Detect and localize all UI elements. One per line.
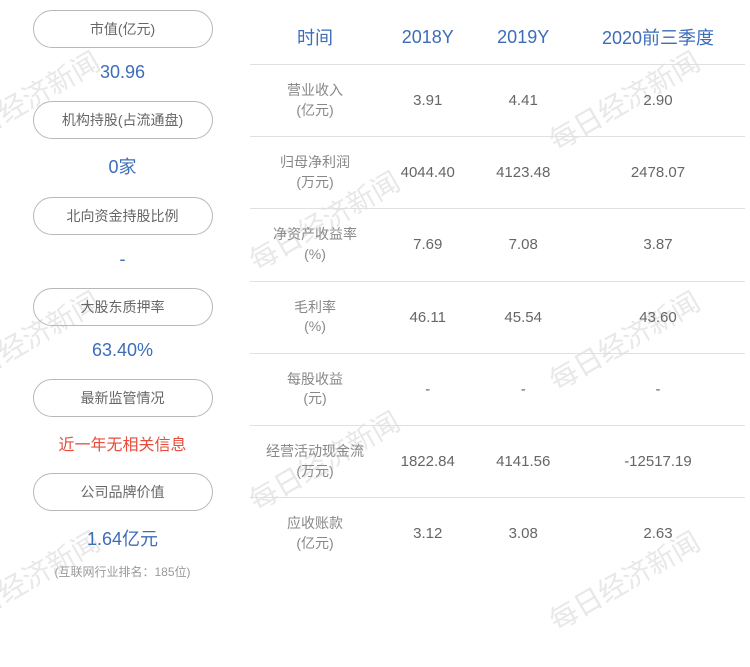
- table-cell: 4.41: [475, 65, 570, 137]
- table-cell: 45.54: [475, 281, 570, 353]
- table-cell: 3.91: [380, 65, 475, 137]
- left-panel: 市值(亿元) 30.96 机构持股(占流通盘) 0家 北向资金持股比例 - 大股…: [0, 0, 245, 667]
- table-header-2020: 2020前三季度: [571, 10, 745, 65]
- table-cell: 2.90: [571, 65, 745, 137]
- table-header-row: 时间 2018Y 2019Y 2020前三季度: [250, 10, 745, 65]
- metric-subtext-brand: (互联网行业排名：185位): [54, 563, 190, 580]
- table-cell: 7.08: [475, 209, 570, 281]
- table-row: 毛利率(%) 46.11 45.54 43.60: [250, 281, 745, 353]
- table-cell: 2478.07: [571, 137, 745, 209]
- table-cell: -12517.19: [571, 425, 745, 497]
- table-cell: -: [380, 353, 475, 425]
- metric-label-pledge: 大股东质押率: [33, 288, 213, 326]
- row-label: 营业收入(亿元): [250, 65, 380, 137]
- metric-label-institution: 机构持股(占流通盘): [33, 101, 213, 139]
- table-cell: 46.11: [380, 281, 475, 353]
- metric-label-northbound: 北向资金持股比例: [33, 197, 213, 235]
- table-cell: -: [571, 353, 745, 425]
- table-cell: 43.60: [571, 281, 745, 353]
- table-cell: 3.87: [571, 209, 745, 281]
- table-cell: 4044.40: [380, 137, 475, 209]
- table-body: 营业收入(亿元) 3.91 4.41 2.90 归母净利润(万元) 4044.4…: [250, 65, 745, 570]
- table-row: 应收账款(亿元) 3.12 3.08 2.63: [250, 498, 745, 570]
- row-label: 每股收益(元): [250, 353, 380, 425]
- metric-value-brand: 1.64亿元: [87, 525, 158, 551]
- metric-value-regulation: 近一年无相关信息: [58, 431, 186, 455]
- metric-label-brand: 公司品牌价值: [33, 473, 213, 511]
- table-cell: 7.69: [380, 209, 475, 281]
- table-cell: 1822.84: [380, 425, 475, 497]
- row-label: 经营活动现金流(万元): [250, 425, 380, 497]
- table-row: 净资产收益率(%) 7.69 7.08 3.87: [250, 209, 745, 281]
- right-panel: 时间 2018Y 2019Y 2020前三季度 营业收入(亿元) 3.91 4.…: [245, 0, 750, 667]
- financial-table: 时间 2018Y 2019Y 2020前三季度 营业收入(亿元) 3.91 4.…: [250, 10, 745, 569]
- metric-label-regulation: 最新监管情况: [33, 379, 213, 417]
- metric-value-pledge: 63.40%: [92, 340, 153, 361]
- table-cell: 2.63: [571, 498, 745, 570]
- metric-value-northbound: -: [120, 249, 126, 270]
- row-label: 应收账款(亿元): [250, 498, 380, 570]
- row-label: 净资产收益率(%): [250, 209, 380, 281]
- table-cell: -: [475, 353, 570, 425]
- row-label: 归母净利润(万元): [250, 137, 380, 209]
- table-header-time: 时间: [250, 10, 380, 65]
- table-cell: 3.12: [380, 498, 475, 570]
- metric-label-market-cap: 市值(亿元): [33, 10, 213, 48]
- row-label: 毛利率(%): [250, 281, 380, 353]
- table-header-2019: 2019Y: [475, 10, 570, 65]
- table-row: 归母净利润(万元) 4044.40 4123.48 2478.07: [250, 137, 745, 209]
- table-header-2018: 2018Y: [380, 10, 475, 65]
- table-cell: 4123.48: [475, 137, 570, 209]
- table-cell: 3.08: [475, 498, 570, 570]
- table-row: 经营活动现金流(万元) 1822.84 4141.56 -12517.19: [250, 425, 745, 497]
- metric-value-institution: 0家: [108, 153, 136, 179]
- metric-value-market-cap: 30.96: [100, 62, 145, 83]
- table-cell: 4141.56: [475, 425, 570, 497]
- table-row: 营业收入(亿元) 3.91 4.41 2.90: [250, 65, 745, 137]
- table-row: 每股收益(元) - - -: [250, 353, 745, 425]
